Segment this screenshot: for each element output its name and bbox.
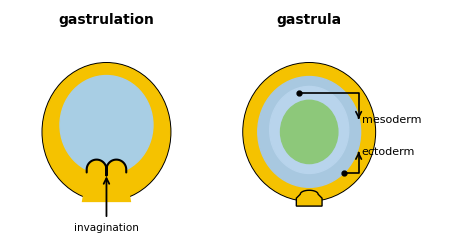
Ellipse shape (243, 63, 375, 201)
Text: gastrulation: gastrulation (58, 13, 155, 27)
Ellipse shape (43, 64, 170, 200)
Ellipse shape (258, 76, 361, 187)
Ellipse shape (244, 64, 374, 200)
Ellipse shape (270, 86, 349, 174)
Text: gastrula: gastrula (277, 13, 342, 27)
Ellipse shape (281, 100, 338, 164)
Text: mesoderm: mesoderm (362, 115, 421, 125)
Text: ectoderm: ectoderm (362, 147, 415, 157)
Ellipse shape (42, 63, 171, 201)
Polygon shape (82, 160, 131, 202)
Text: invagination: invagination (74, 223, 139, 233)
Text: endoderm: endoderm (277, 128, 334, 138)
Ellipse shape (60, 76, 153, 174)
Polygon shape (296, 190, 322, 206)
